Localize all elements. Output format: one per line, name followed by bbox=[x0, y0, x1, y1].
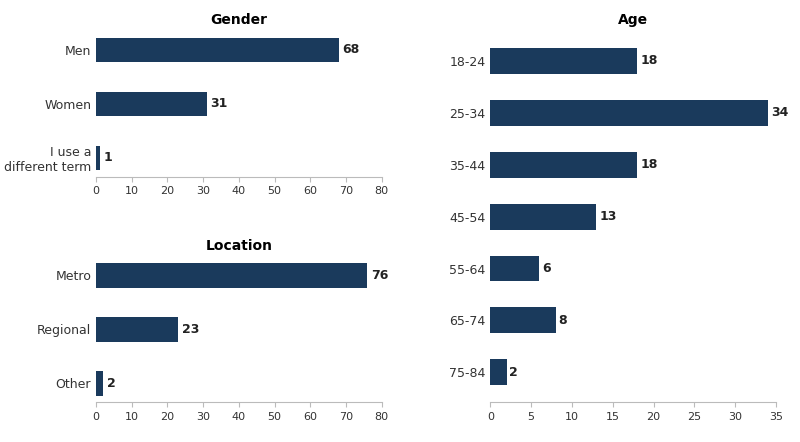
Bar bbox=[490, 308, 555, 333]
Text: 34: 34 bbox=[770, 106, 788, 119]
Text: 6: 6 bbox=[542, 262, 550, 275]
Text: 31: 31 bbox=[210, 97, 228, 110]
Bar bbox=[96, 263, 367, 288]
Bar bbox=[96, 371, 103, 396]
Bar bbox=[490, 204, 597, 229]
Text: 2: 2 bbox=[106, 377, 115, 390]
Text: 13: 13 bbox=[599, 210, 617, 223]
Bar bbox=[490, 359, 506, 385]
Bar bbox=[490, 152, 638, 178]
Bar bbox=[96, 38, 339, 62]
Text: 68: 68 bbox=[342, 43, 360, 56]
Title: Location: Location bbox=[206, 239, 272, 253]
Text: 23: 23 bbox=[182, 323, 199, 336]
Title: Gender: Gender bbox=[210, 13, 267, 27]
Bar bbox=[96, 91, 206, 116]
Bar bbox=[490, 255, 539, 282]
Bar bbox=[490, 48, 638, 74]
Text: 18: 18 bbox=[640, 158, 658, 171]
Bar bbox=[96, 317, 178, 342]
Text: 2: 2 bbox=[510, 366, 518, 379]
Text: 8: 8 bbox=[558, 314, 567, 327]
Text: 76: 76 bbox=[371, 269, 388, 282]
Bar bbox=[96, 145, 99, 170]
Text: 1: 1 bbox=[103, 151, 112, 164]
Text: 18: 18 bbox=[640, 54, 658, 67]
Title: Age: Age bbox=[618, 13, 648, 27]
Bar bbox=[490, 100, 768, 126]
